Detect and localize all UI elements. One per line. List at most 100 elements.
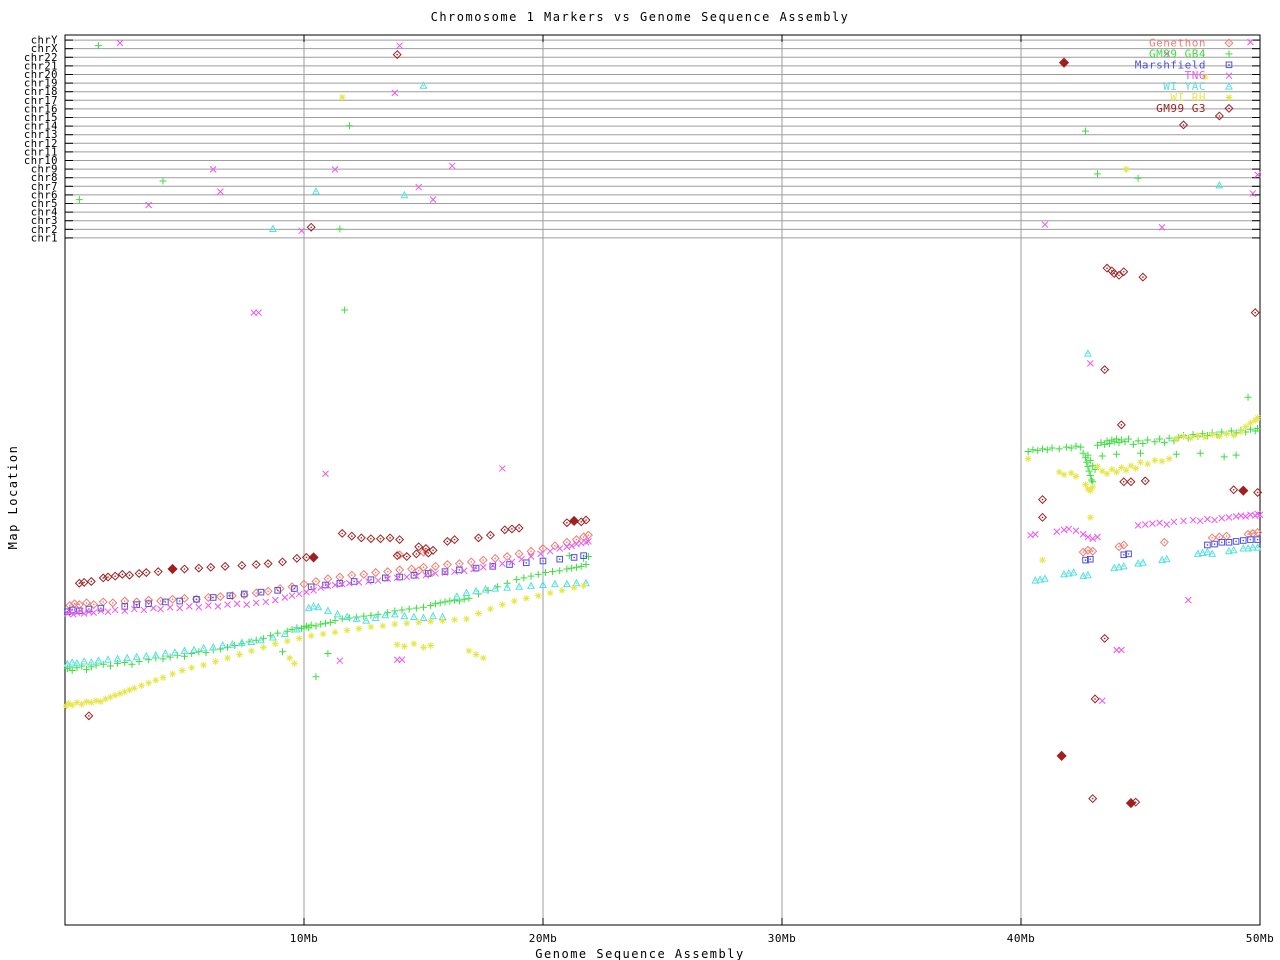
data-point-cross bbox=[111, 606, 119, 614]
data-point-square-dot bbox=[307, 583, 315, 591]
data-point-cross bbox=[295, 590, 303, 598]
data-point-cross bbox=[479, 563, 487, 571]
data-point-asterisk bbox=[1208, 431, 1216, 439]
data-point-triangle-dot bbox=[1083, 349, 1092, 357]
data-point-diamond-dot bbox=[251, 588, 261, 598]
data-point-cross bbox=[1118, 646, 1125, 654]
data-point-plus bbox=[278, 648, 286, 656]
data-point-square-dot bbox=[1125, 550, 1132, 558]
data-point-diamond-dot bbox=[514, 523, 524, 533]
data-point-cross bbox=[322, 470, 329, 478]
legend-label: Genethon bbox=[1149, 37, 1206, 50]
data-point-triangle-dot bbox=[362, 616, 371, 624]
data-point-cross bbox=[1149, 520, 1156, 527]
data-point-triangle-dot bbox=[94, 656, 103, 664]
data-point-triangle-dot bbox=[491, 584, 500, 592]
data-point-diamond-dot bbox=[1253, 487, 1263, 497]
data-point-asterisk bbox=[1201, 73, 1209, 81]
data-point-plus bbox=[441, 598, 449, 606]
data-point-asterisk bbox=[283, 637, 291, 645]
data-point-plus bbox=[345, 122, 353, 130]
data-point-triangle-dot bbox=[429, 611, 437, 620]
data-point-diamond-dot bbox=[490, 553, 500, 563]
data-point-asterisk bbox=[1172, 435, 1180, 443]
legend-label: WI RH bbox=[1170, 91, 1206, 104]
chr-axis-label: chr7 bbox=[31, 181, 58, 193]
data-point-diamond-dot bbox=[466, 557, 476, 567]
data-point-diamond-dot bbox=[442, 560, 452, 570]
x-axis-title: Genome Sequence Assembly bbox=[535, 947, 745, 960]
data-point-diamond-dot bbox=[1119, 540, 1129, 550]
data-point-diamond-dot bbox=[98, 597, 108, 607]
data-point-cross bbox=[1196, 517, 1204, 525]
data-point-diamond-dot bbox=[323, 574, 333, 584]
data-point-plus bbox=[1254, 424, 1262, 432]
data-point-cross bbox=[1041, 221, 1049, 228]
data-point-diamond-dot bbox=[395, 565, 405, 575]
data-point-cross bbox=[271, 596, 279, 604]
data-point-cross bbox=[1079, 530, 1087, 538]
data-point-diamond-dot bbox=[292, 553, 302, 563]
data-point-cross bbox=[157, 605, 164, 613]
data-point-triangle-dot bbox=[269, 633, 277, 641]
data-point-diamond-dot bbox=[402, 552, 412, 562]
data-point-square-dot bbox=[1225, 539, 1233, 546]
data-point-asterisk bbox=[307, 632, 315, 640]
data-point-plus bbox=[1172, 450, 1180, 458]
data-point-plus bbox=[1125, 435, 1133, 443]
data-point-triangle-dot bbox=[1036, 575, 1045, 583]
data-point-diamond-dot bbox=[1140, 476, 1150, 486]
data-point-diamond-dot bbox=[263, 559, 273, 569]
data-point-plus bbox=[181, 652, 188, 660]
data-point-triangle-dot bbox=[123, 653, 132, 661]
data-point-cross bbox=[1170, 518, 1178, 526]
data-point-diamond-dot bbox=[79, 577, 89, 587]
data-point-square-dot bbox=[1218, 539, 1226, 546]
data-point-cross bbox=[214, 603, 222, 610]
chr-axis-label: chr12 bbox=[24, 138, 58, 150]
data-point-diamond-dot bbox=[1114, 542, 1124, 552]
data-point-asterisk bbox=[379, 622, 387, 630]
chr-axis-label: chr22 bbox=[24, 52, 58, 64]
data-point-cross bbox=[1086, 360, 1094, 367]
data-point-diamond-dot bbox=[423, 548, 433, 558]
data-point-diamond-dot bbox=[414, 566, 424, 576]
data-point-asterisk bbox=[1024, 455, 1032, 463]
data-point-diamond-dot bbox=[89, 600, 99, 610]
data-point-diamond-dot bbox=[562, 518, 572, 528]
data-point-diamond-dot bbox=[194, 563, 204, 573]
data-point-triangle-dot bbox=[132, 652, 141, 661]
data-point-diamond-dot bbox=[356, 533, 366, 543]
data-point-asterisk bbox=[1137, 458, 1144, 466]
chr-axis-label: chr5 bbox=[31, 198, 58, 210]
data-point-asterisk bbox=[1237, 428, 1245, 436]
data-point-square-dot bbox=[133, 601, 140, 608]
data-point-plus bbox=[1043, 446, 1051, 454]
data-point-asterisk bbox=[343, 627, 351, 634]
data-point-plus bbox=[288, 626, 296, 634]
data-point-plus bbox=[1083, 458, 1091, 466]
data-point-cross bbox=[77, 607, 84, 615]
data-point-diamond-dot bbox=[84, 711, 94, 721]
data-point-plus bbox=[1246, 425, 1254, 433]
data-point-asterisk bbox=[107, 693, 114, 701]
data-point-diamond-dot bbox=[335, 572, 345, 582]
data-point-asterisk bbox=[248, 647, 255, 655]
data-point-plus bbox=[1165, 434, 1173, 442]
data-point-asterisk bbox=[1098, 467, 1106, 475]
data-point-plus bbox=[563, 565, 571, 573]
data-point-asterisk bbox=[1144, 460, 1152, 468]
data-point-plus bbox=[541, 569, 549, 577]
data-point-triangle-dot bbox=[400, 611, 409, 620]
data-point-triangle-dot bbox=[63, 659, 72, 668]
data-point-plus bbox=[1093, 441, 1101, 449]
data-point-triangle-dot bbox=[1079, 571, 1088, 580]
data-point-plus bbox=[1082, 127, 1090, 135]
legend-label: WI YAC bbox=[1163, 80, 1206, 93]
data-point-triangle-dot bbox=[453, 592, 461, 600]
data-point-cross bbox=[374, 577, 382, 584]
data-point-diamond-dot bbox=[98, 573, 108, 583]
data-point-diamond-dot bbox=[1126, 477, 1136, 487]
data-point-plus bbox=[341, 306, 349, 314]
data-point-cross bbox=[489, 562, 497, 569]
